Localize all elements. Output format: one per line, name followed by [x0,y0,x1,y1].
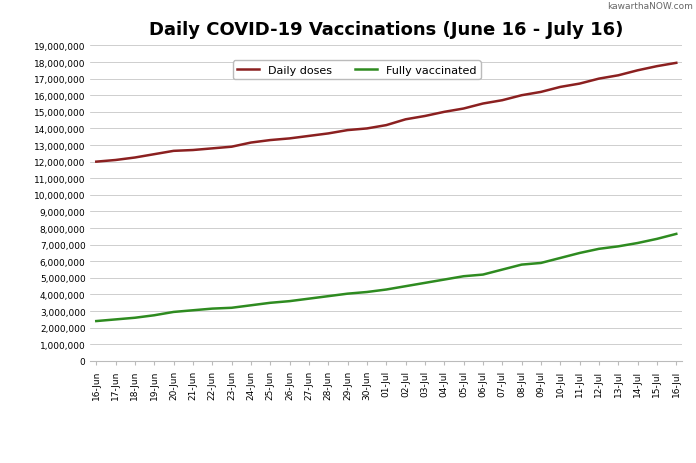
Daily doses [285,136,294,142]
Fully vaccinated [633,241,642,246]
Fully vaccinated [169,309,177,315]
Fully vaccinated [343,291,351,297]
Daily doses [537,90,545,95]
Daily doses [228,144,236,150]
Daily doses [382,123,390,129]
Line: Daily doses: Daily doses [96,64,677,163]
Fully vaccinated [363,289,371,295]
Fully vaccinated [595,246,603,252]
Daily doses [576,81,584,87]
Daily doses [459,106,468,112]
Daily doses [189,148,197,153]
Daily doses [614,73,622,79]
Fully vaccinated [614,244,622,250]
Fully vaccinated [402,284,410,289]
Fully vaccinated [672,232,681,237]
Daily doses [402,117,410,123]
Title: Daily COVID-19 Vaccinations (June 16 - July 16): Daily COVID-19 Vaccinations (June 16 - J… [149,21,624,39]
Daily doses [421,114,429,119]
Daily doses [633,69,642,74]
Daily doses [131,156,139,161]
Fully vaccinated [517,262,525,268]
Fully vaccinated [247,303,255,308]
Fully vaccinated [305,296,313,302]
Daily doses [498,98,507,104]
Fully vaccinated [576,250,584,256]
Daily doses [247,140,255,146]
Fully vaccinated [653,237,661,242]
Fully vaccinated [228,305,236,311]
Fully vaccinated [459,274,468,279]
Fully vaccinated [421,281,429,286]
Fully vaccinated [285,299,294,304]
Daily doses [556,85,564,90]
Daily doses [653,64,661,70]
Daily doses [92,160,100,165]
Daily doses [343,128,351,134]
Daily doses [169,149,177,154]
Fully vaccinated [498,267,507,273]
Daily doses [266,138,274,144]
Line: Fully vaccinated: Fully vaccinated [96,234,677,321]
Daily doses [517,93,525,99]
Fully vaccinated [131,315,139,321]
Fully vaccinated [111,317,120,323]
Daily doses [305,134,313,139]
Daily doses [440,110,448,115]
Fully vaccinated [479,272,487,278]
Daily doses [208,146,216,152]
Daily doses [479,101,487,107]
Fully vaccinated [150,313,159,319]
Fully vaccinated [208,306,216,312]
Fully vaccinated [92,319,100,324]
Fully vaccinated [189,308,197,313]
Fully vaccinated [537,261,545,266]
Fully vaccinated [440,277,448,283]
Fully vaccinated [556,256,564,261]
Daily doses [672,61,681,67]
Daily doses [111,158,120,163]
Daily doses [595,77,603,82]
Text: kawarthaNOW.com: kawarthaNOW.com [607,2,693,11]
Legend: Daily doses, Fully vaccinated: Daily doses, Fully vaccinated [232,61,481,80]
Fully vaccinated [266,300,274,306]
Daily doses [324,131,333,137]
Daily doses [363,126,371,132]
Daily doses [150,152,159,157]
Fully vaccinated [382,287,390,293]
Fully vaccinated [324,294,333,299]
